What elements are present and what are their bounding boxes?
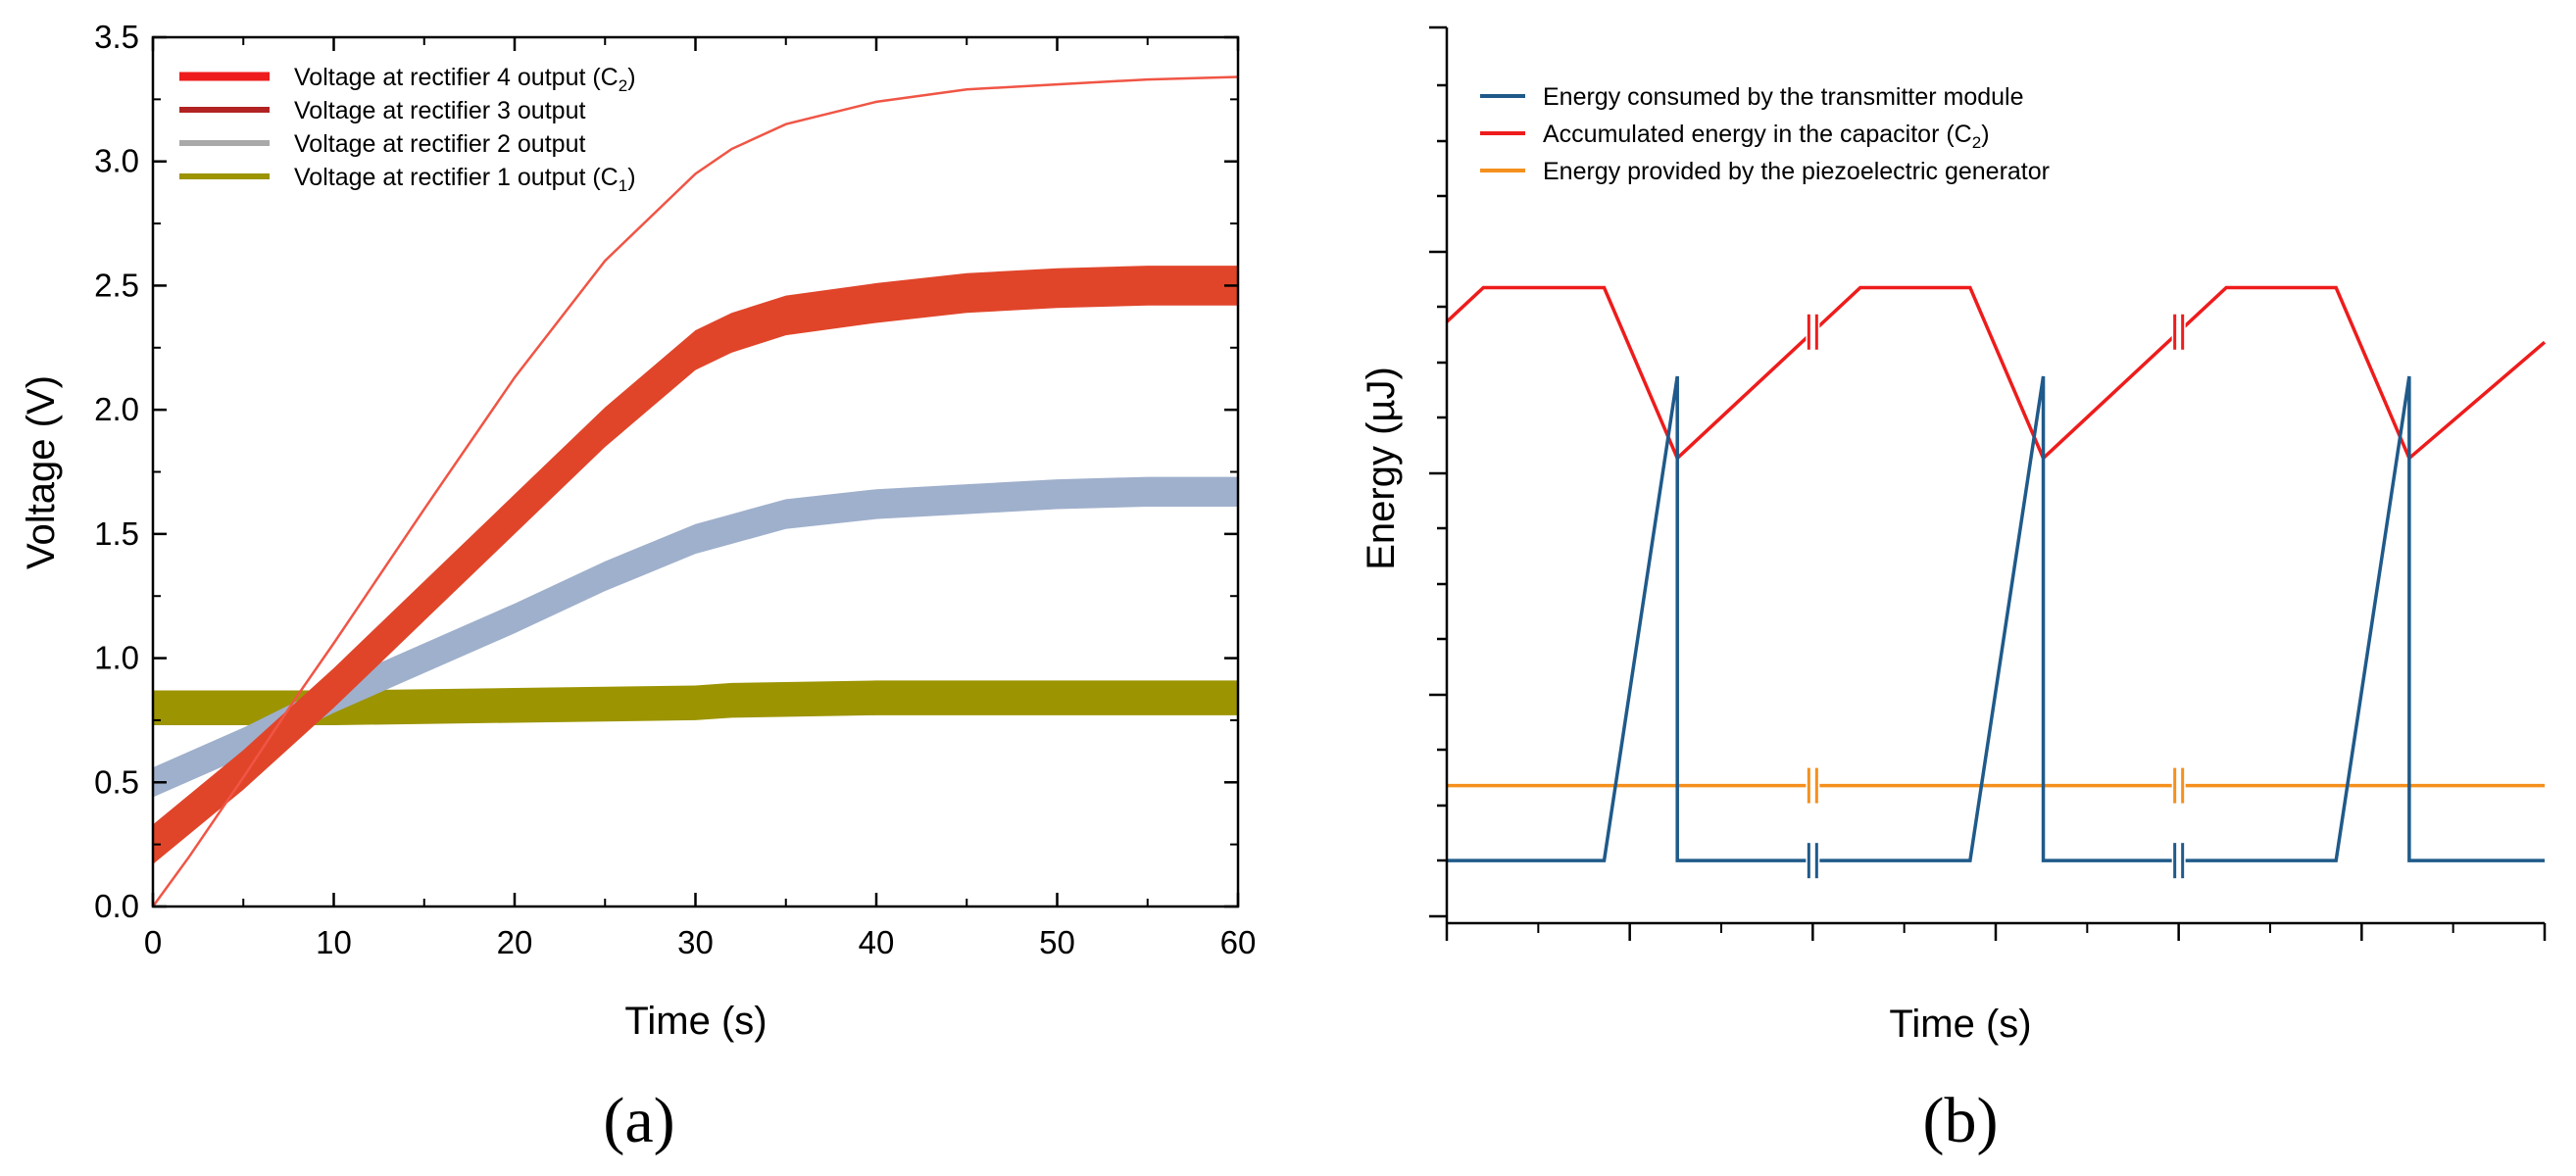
panel-b-legend: Energy consumed by the transmitter modul… [1480,83,2050,185]
legend-entry-3-text: Voltage at rectifier 2 output [294,130,585,158]
series-line-1 [151,75,1239,907]
x-tick-label: 0 [144,924,162,960]
panel-a: 0 10 20 30 40 50 60 0.0 0.5 1.0 1.5 2.0 2.5 3.0 3.5 Vo… [20,19,1256,1156]
series-band-3 [153,476,1238,798]
panel-a-label: (a) [603,1085,674,1156]
panel-a-x-axis-label: Time (s) [624,1000,767,1043]
legend-entry-1: Energy consumed by the transmitter modul… [1543,83,2024,111]
legend-entry-1-text: Energy consumed by the transmitter modul… [1543,83,2024,111]
series-band-2 [153,266,1238,864]
legend-entry-2-subscript: 2 [1972,133,1981,152]
panel-b-y-axis-label: Energy (µJ) [1360,367,1403,570]
panel-a-y-axis-label: Voltage (V) [20,375,63,569]
y-tick-label: 1.5 [94,515,139,552]
panel-b-plot-series [1445,285,2547,862]
y-tick-label: 2.0 [94,391,139,427]
x-tick-label: 10 [316,924,352,960]
panel-b-break-marks [1806,312,2186,881]
legend-entry-4-text: Voltage at rectifier 1 output (C [294,164,619,191]
legend-entry-2: Voltage at rectifier 3 output [294,97,585,124]
legend-entry-1: Voltage at rectifier 4 output (C2) [294,64,636,95]
x-tick-label: 50 [1039,924,1075,960]
y-tick-label: 1.0 [94,640,139,676]
panel-a-plot-series [151,75,1239,907]
y-tick-label: 3.0 [94,143,139,179]
legend-entry-1-subscript: 2 [619,76,627,95]
y-tick-label: 3.5 [94,19,139,55]
panel-b-x-axis-label: Time (s) [1889,1003,2031,1046]
y-tick-label: 0.0 [94,888,139,924]
legend-entry-3: Voltage at rectifier 2 output [294,130,585,158]
x-tick-label: 30 [677,924,714,960]
series-line-1 [1447,375,2545,862]
legend-entry-1-tail: ) [627,64,635,91]
legend-entry-4-tail: ) [627,164,635,191]
series-line-2 [1445,285,2547,462]
panel-a-ticks: 0 10 20 30 40 50 60 0.0 0.5 1.0 1.5 2.0 2.5 3.0 3.5 [94,19,1256,960]
x-tick-label: 60 [1220,924,1257,960]
y-tick-label: 2.5 [94,267,139,303]
legend-entry-4: Voltage at rectifier 1 output (C1) [294,164,636,195]
legend-entry-2-text: Accumulated energy in the capacitor (C [1543,121,1972,148]
panel-a-legend: Voltage at rectifier 4 output (C2)Voltag… [179,64,636,195]
legend-entry-3: Energy provided by the piezoelectric gen… [1543,158,2050,185]
legend-entry-2: Accumulated energy in the capacitor (C2) [1543,121,1990,152]
series-band-4 [153,680,1238,725]
legend-entry-2-tail: ) [1981,121,1989,148]
legend-entry-2-text: Voltage at rectifier 3 output [294,97,585,124]
x-tick-label: 20 [497,924,533,960]
panel-b-ticks [1429,25,2547,941]
panel-b-label: (b) [1923,1085,1999,1156]
y-tick-label: 0.5 [94,763,139,800]
legend-entry-3-text: Energy provided by the piezoelectric gen… [1543,158,2050,185]
legend-entry-4-subscript: 1 [619,176,627,195]
panel-b: Energy consumed by the transmitter modul… [1360,25,2547,1156]
x-tick-label: 40 [859,924,895,960]
legend-entry-1-text: Voltage at rectifier 4 output (C [294,64,619,91]
